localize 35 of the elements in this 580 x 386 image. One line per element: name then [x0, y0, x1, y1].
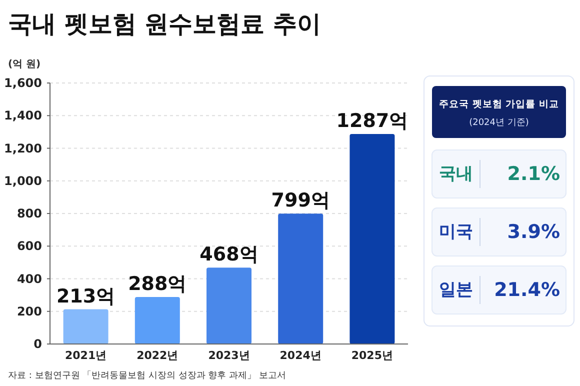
y-tick-label: 600 — [16, 239, 42, 254]
x-tick-label: 2024년 — [280, 349, 322, 362]
text: 일본 — [439, 280, 473, 300]
text: 3.9% — [507, 221, 560, 243]
y-axis-title: (억 원) — [8, 59, 41, 70]
chart-title: 국내 펫보험 원수보험료 추이 — [8, 10, 322, 38]
data-label: 213억 — [56, 285, 116, 308]
text: 2.1% — [507, 163, 560, 185]
data-label: 468억 — [200, 244, 258, 266]
text: 21.4% — [494, 279, 560, 301]
data-label: 288억 — [128, 273, 187, 296]
bar — [206, 268, 252, 344]
bar — [63, 309, 108, 344]
y-tick-label: 800 — [16, 206, 42, 220]
text: 미국 — [439, 222, 473, 242]
bar — [134, 297, 180, 344]
x-tick-label: 2023년 — [208, 349, 250, 362]
x-tick-label: 2025년 — [351, 349, 394, 362]
text: (2024년 기준) — [469, 118, 529, 128]
y-tick-label: 1,600 — [4, 76, 42, 90]
y-tick-label: 200 — [16, 304, 42, 318]
data-label: 799억 — [271, 190, 330, 212]
data-label: 1287억 — [336, 110, 408, 132]
bar — [278, 214, 324, 344]
text: 국내 — [439, 164, 473, 184]
text: 자료 : 보험연구원 「반려동물보험 시장의 성장과 향후 과제」 보고서 — [8, 370, 286, 381]
y-tick-label: 0 — [34, 337, 42, 351]
y-tick-label: 1,200 — [4, 141, 42, 156]
x-tick-label: 2022년 — [136, 349, 178, 362]
bar — [350, 134, 395, 344]
x-tick-label: 2021년 — [64, 349, 107, 362]
y-tick-label: 400 — [16, 272, 42, 286]
text: 주요국 펫보험 가입률 비교 — [439, 99, 559, 110]
y-tick-label: 1,400 — [4, 108, 42, 123]
y-tick-label: 1,000 — [4, 174, 42, 188]
